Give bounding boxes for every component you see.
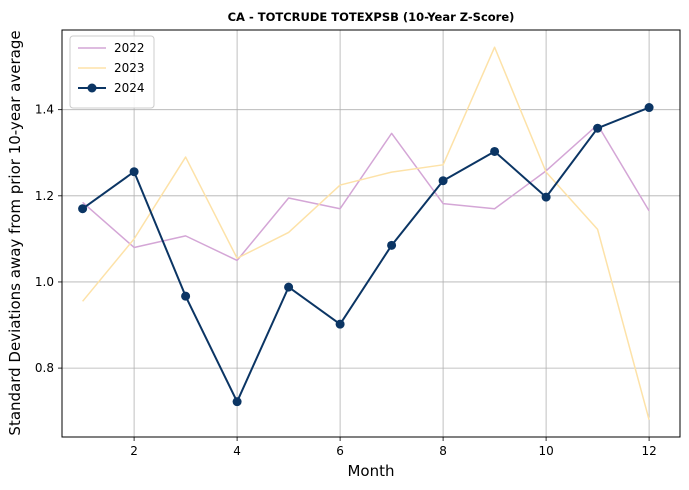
data-point-2024 — [387, 240, 397, 250]
x-tick-label: 8 — [439, 444, 447, 458]
axis-ticks: 2 4 6 8 10 12 0.8 1.0 1.2 1.4 — [35, 103, 657, 458]
y-tick-label: 1.2 — [35, 189, 54, 203]
plot-frame — [61, 29, 681, 438]
chart-title: CA - TOTCRUDE TOTEXPSB (10-Year Z-Score) — [228, 10, 515, 24]
series-layer — [78, 46, 654, 420]
y-tick-label: 0.8 — [35, 361, 54, 375]
data-point-2024 — [644, 103, 654, 113]
data-point-2024 — [335, 319, 345, 329]
legend-label-2024: 2024 — [114, 81, 145, 95]
y-axis-label: Standard Deviations away from prior 10-y… — [6, 30, 24, 435]
grid-lines — [62, 30, 680, 437]
legend: 2022 2023 2024 — [69, 35, 155, 109]
y-tick-label: 1.4 — [35, 103, 54, 117]
data-point-2024 — [78, 204, 88, 214]
x-tick-label: 12 — [641, 444, 656, 458]
data-point-2024 — [541, 192, 551, 202]
x-tick-label: 2 — [130, 444, 138, 458]
data-point-2024 — [181, 291, 191, 301]
legend-marker-2024 — [87, 83, 97, 93]
data-point-2024 — [593, 123, 603, 133]
data-point-2024 — [438, 176, 448, 186]
data-point-2024 — [129, 167, 139, 177]
legend-label-2022: 2022 — [114, 41, 145, 55]
data-point-2024 — [232, 397, 242, 407]
data-point-2024 — [490, 146, 500, 156]
legend-label-2023: 2023 — [114, 61, 145, 75]
x-tick-label: 4 — [233, 444, 241, 458]
x-axis-label: Month — [347, 462, 394, 480]
x-tick-label: 6 — [336, 444, 344, 458]
series-line-2024 — [82, 106, 650, 403]
series-line-2023 — [82, 46, 650, 420]
data-point-2024 — [284, 282, 294, 292]
x-tick-label: 10 — [538, 444, 553, 458]
y-tick-label: 1.0 — [35, 275, 54, 289]
series-line-2022 — [82, 124, 650, 262]
